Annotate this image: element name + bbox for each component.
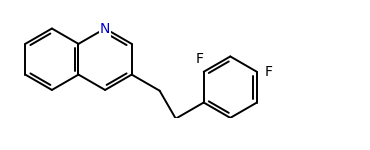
Text: N: N <box>100 21 110 36</box>
Text: F: F <box>196 52 204 66</box>
Text: F: F <box>265 65 273 79</box>
